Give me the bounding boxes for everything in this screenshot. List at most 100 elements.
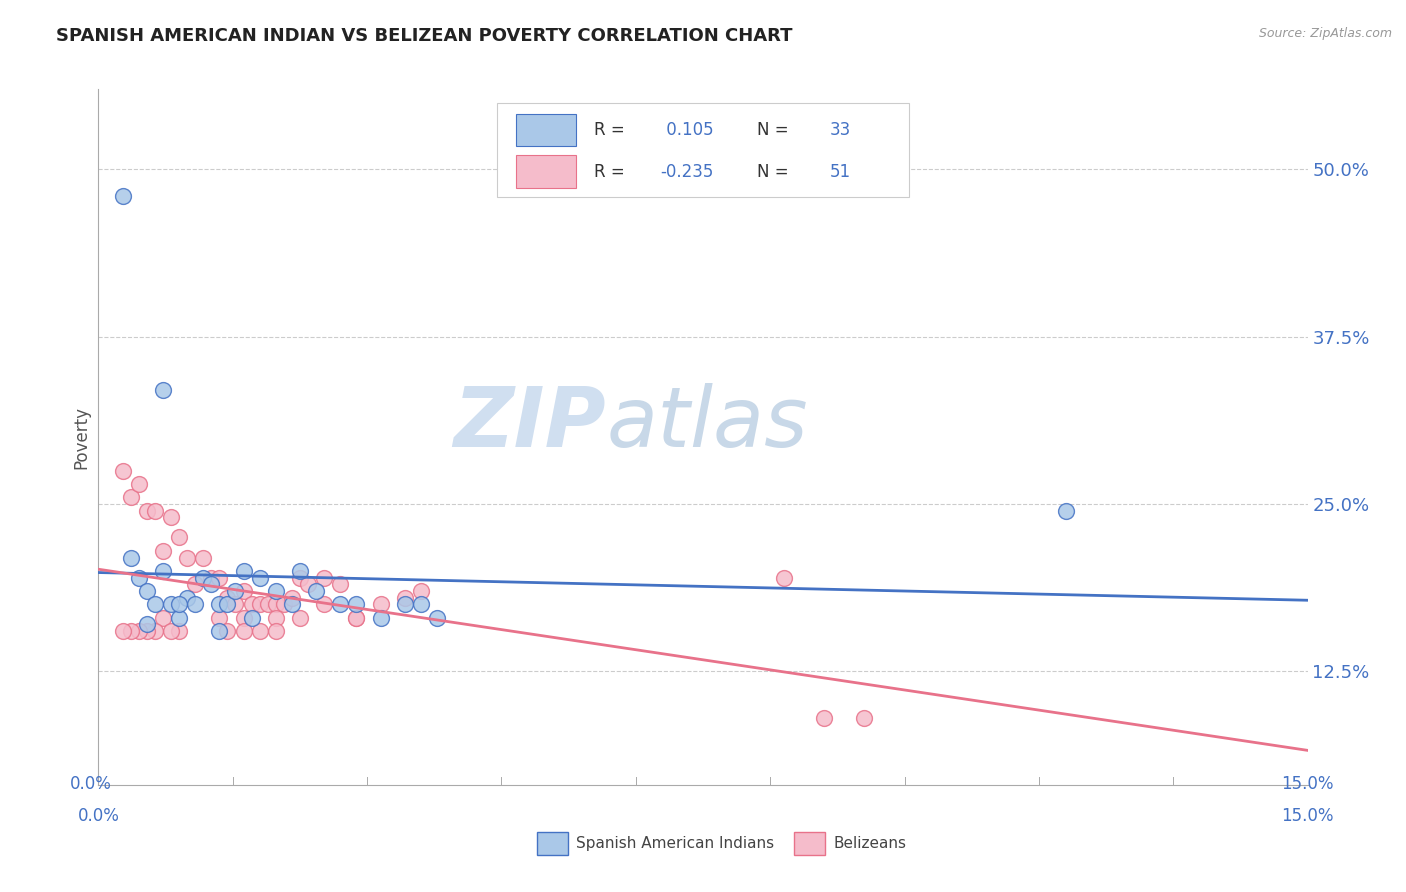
Point <box>135 624 157 639</box>
Point <box>152 610 174 624</box>
Point <box>281 598 304 612</box>
Point <box>288 571 311 585</box>
Text: Source: ZipAtlas.com: Source: ZipAtlas.com <box>1258 27 1392 40</box>
Point <box>160 598 183 612</box>
Text: atlas: atlas <box>606 383 808 464</box>
Point <box>344 610 367 624</box>
Point <box>167 624 190 639</box>
Text: Belizeans: Belizeans <box>834 837 907 851</box>
Point <box>409 598 432 612</box>
Point <box>167 598 190 612</box>
Point <box>120 624 142 639</box>
Point <box>305 583 328 598</box>
Point <box>264 610 287 624</box>
Point <box>176 550 198 565</box>
Point <box>128 624 150 639</box>
Point <box>200 571 222 585</box>
Point <box>394 598 416 612</box>
FancyBboxPatch shape <box>498 103 908 197</box>
Point <box>232 583 254 598</box>
Text: N =: N = <box>758 162 789 181</box>
Point <box>120 550 142 565</box>
Point <box>135 503 157 517</box>
Point <box>193 571 215 585</box>
Point <box>208 571 231 585</box>
Point <box>176 591 198 605</box>
Point <box>200 577 222 591</box>
Point <box>249 571 271 585</box>
Point <box>208 598 231 612</box>
Point <box>152 543 174 558</box>
Text: N =: N = <box>758 121 789 139</box>
Point <box>135 617 157 632</box>
Point <box>426 610 449 624</box>
Point <box>160 510 183 524</box>
Point <box>344 610 367 624</box>
Text: 0.0%: 0.0% <box>77 807 120 825</box>
Point <box>344 598 367 612</box>
Point <box>264 583 287 598</box>
Point <box>249 598 271 612</box>
Point <box>120 491 142 505</box>
Text: Spanish American Indians: Spanish American Indians <box>576 837 775 851</box>
Point <box>143 624 166 639</box>
Point <box>160 624 183 639</box>
Point <box>370 610 392 624</box>
Point <box>167 530 190 544</box>
Point <box>184 598 207 612</box>
Point <box>297 577 319 591</box>
Text: 33: 33 <box>830 121 851 139</box>
Point <box>273 598 295 612</box>
Point <box>208 610 231 624</box>
Point <box>232 610 254 624</box>
Point <box>264 624 287 639</box>
Point <box>232 624 254 639</box>
Point <box>240 598 263 612</box>
Point <box>329 577 352 591</box>
Text: R =: R = <box>595 162 624 181</box>
Point <box>264 598 287 612</box>
Point <box>152 384 174 398</box>
Point <box>128 571 150 585</box>
Point <box>329 598 352 612</box>
Point <box>409 583 432 598</box>
Point <box>314 598 336 612</box>
Point <box>111 189 134 203</box>
Text: R =: R = <box>595 121 630 139</box>
Point <box>249 624 271 639</box>
Point <box>143 503 166 517</box>
Point <box>288 564 311 578</box>
Point <box>217 591 239 605</box>
Point <box>240 610 263 624</box>
Point <box>370 598 392 612</box>
FancyBboxPatch shape <box>516 113 576 146</box>
Point <box>853 711 876 725</box>
Text: -0.235: -0.235 <box>661 162 714 181</box>
Point <box>288 610 311 624</box>
Text: 0.105: 0.105 <box>661 121 713 139</box>
Point <box>232 564 254 578</box>
Point <box>111 464 134 478</box>
Y-axis label: Poverty: Poverty <box>72 406 90 468</box>
Point <box>314 571 336 585</box>
Point <box>813 711 835 725</box>
Point <box>772 571 794 585</box>
Bar <box>537 832 568 855</box>
Text: ZIP: ZIP <box>454 383 606 464</box>
Point <box>111 624 134 639</box>
Point <box>152 564 174 578</box>
Point <box>394 591 416 605</box>
Point <box>143 598 166 612</box>
Point <box>128 476 150 491</box>
Point <box>256 598 278 612</box>
Text: 0.0%: 0.0% <box>69 774 111 792</box>
Point <box>167 610 190 624</box>
Point <box>281 591 304 605</box>
FancyBboxPatch shape <box>516 155 576 188</box>
Text: 15.0%: 15.0% <box>1281 774 1334 792</box>
Bar <box>794 832 825 855</box>
Point <box>184 577 207 591</box>
Text: 51: 51 <box>830 162 851 181</box>
Text: 15.0%: 15.0% <box>1281 807 1334 825</box>
Point <box>217 624 239 639</box>
